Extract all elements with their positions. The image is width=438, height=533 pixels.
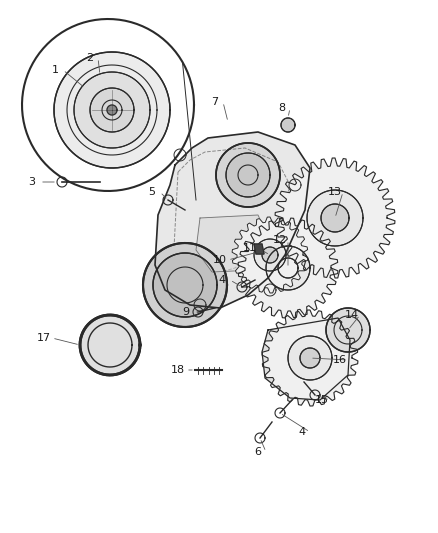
Polygon shape: [326, 308, 370, 352]
Polygon shape: [143, 243, 227, 327]
Polygon shape: [266, 246, 310, 290]
Text: 7: 7: [212, 97, 219, 107]
Text: 3: 3: [28, 177, 35, 187]
Polygon shape: [278, 258, 298, 278]
Polygon shape: [90, 88, 134, 132]
Polygon shape: [300, 348, 320, 368]
Text: 6: 6: [254, 447, 261, 457]
Text: 10: 10: [213, 255, 227, 265]
Polygon shape: [54, 52, 170, 168]
Polygon shape: [80, 315, 140, 375]
Text: 9: 9: [183, 307, 190, 317]
Polygon shape: [238, 218, 338, 318]
Polygon shape: [262, 247, 278, 263]
Text: 12: 12: [273, 235, 287, 245]
Text: 16: 16: [333, 355, 347, 365]
Text: 17: 17: [37, 333, 51, 343]
Text: 4: 4: [219, 275, 226, 285]
Polygon shape: [232, 217, 308, 293]
Polygon shape: [307, 190, 363, 246]
Text: 2: 2: [86, 53, 94, 63]
Polygon shape: [288, 336, 332, 380]
Text: 13: 13: [328, 187, 342, 197]
Polygon shape: [321, 204, 349, 232]
Polygon shape: [74, 72, 150, 148]
Polygon shape: [254, 244, 264, 254]
Polygon shape: [216, 143, 280, 207]
Polygon shape: [275, 158, 395, 278]
Polygon shape: [155, 132, 310, 308]
Polygon shape: [262, 310, 358, 406]
Polygon shape: [196, 215, 270, 272]
Text: 18: 18: [171, 365, 185, 375]
Text: 15: 15: [315, 395, 329, 405]
Polygon shape: [107, 105, 117, 115]
Polygon shape: [226, 153, 270, 197]
Text: 4: 4: [298, 427, 306, 437]
Text: 5: 5: [148, 187, 155, 197]
Polygon shape: [254, 239, 286, 271]
Polygon shape: [281, 118, 295, 132]
Polygon shape: [262, 318, 350, 400]
Text: 11: 11: [243, 243, 257, 253]
Text: 1: 1: [52, 65, 59, 75]
Text: 14: 14: [345, 310, 359, 320]
Text: 8: 8: [279, 103, 286, 113]
Polygon shape: [153, 253, 217, 317]
